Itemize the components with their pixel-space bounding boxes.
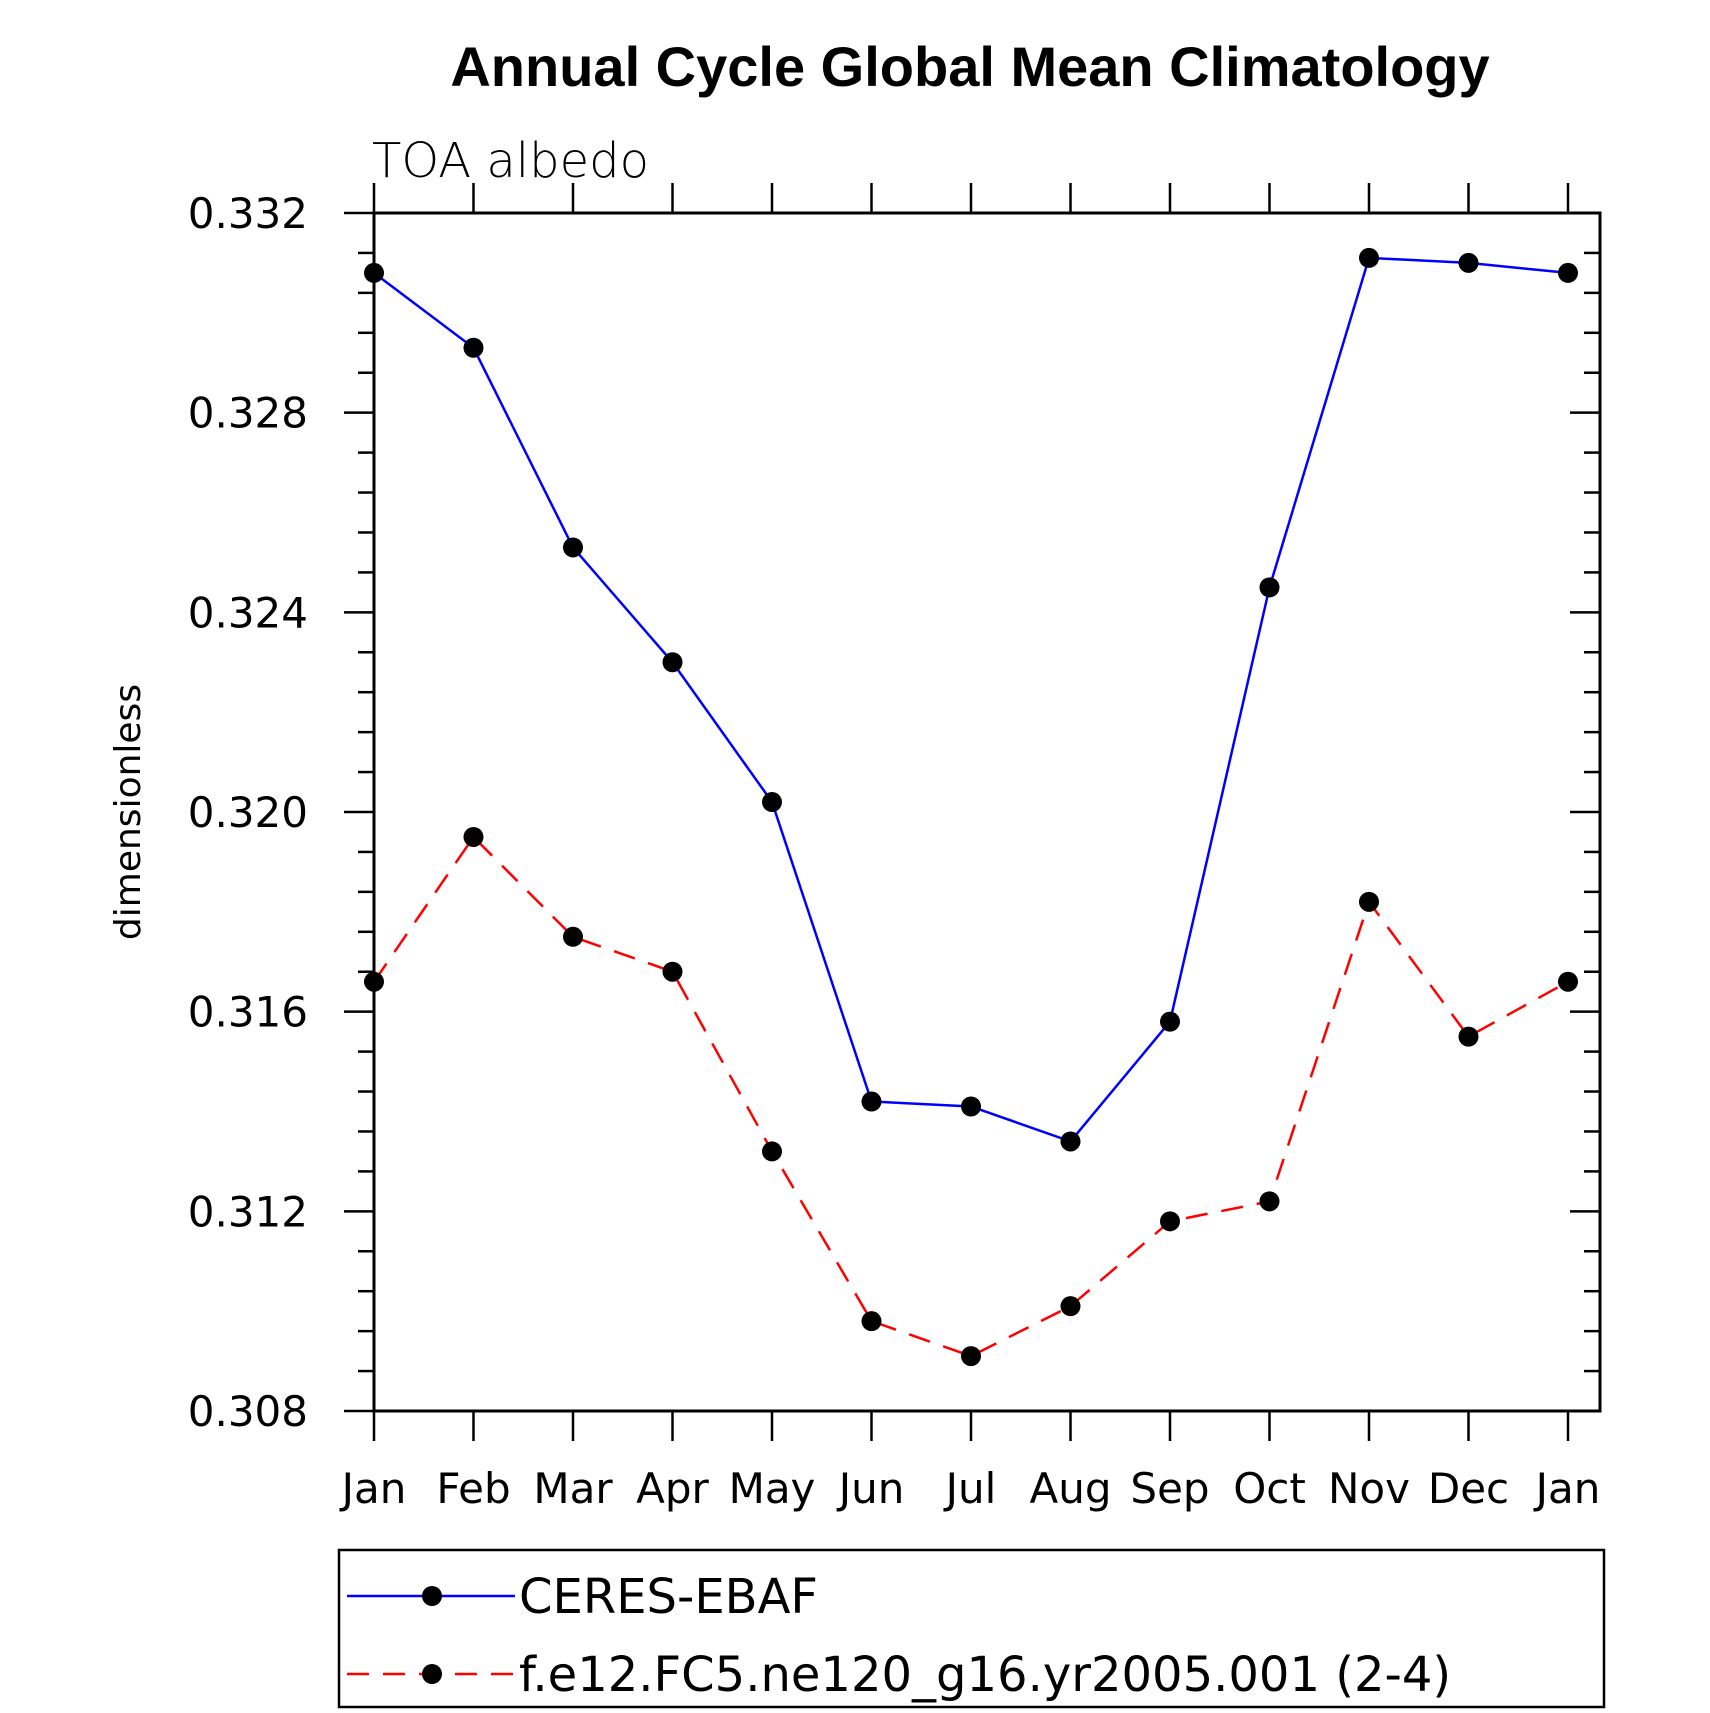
x-tick-label: Jul (943, 1464, 997, 1513)
x-tick-label: Sep (1130, 1464, 1209, 1513)
legend-label-1: CERES-EBAF (519, 1569, 818, 1625)
x-tick-label: Dec (1428, 1464, 1509, 1513)
x-tick-label: Jan (1533, 1464, 1601, 1513)
data-point-series-1 (1458, 252, 1479, 273)
legend-marker-2 (422, 1664, 442, 1684)
y-tick-label: 0.308 (188, 1387, 308, 1436)
data-point-series-2 (861, 1311, 882, 1332)
data-point-series-1 (1359, 247, 1379, 268)
x-tick-label: Nov (1328, 1464, 1410, 1513)
data-point-series-2 (1458, 1026, 1479, 1047)
y-tick-label: 0.332 (188, 189, 308, 238)
series-line-1 (373, 256, 1569, 1143)
data-point-series-1 (961, 1096, 981, 1117)
plot-area: 0.308 0.312 0.316 0.320 0.324 0.328 0.332 Jan Fe… (188, 183, 1602, 1513)
legend-label-2: f.e12.FC5.ne120_g16.yr2005.001 (2-4) (519, 1647, 1451, 1703)
y-tick-label: 0.324 (188, 588, 308, 637)
legend: CERES-EBAF f.e12.FC5.ne120_g16.yr2005.001… (337, 1548, 1606, 1709)
data-point-series-2 (961, 1346, 981, 1367)
x-tick-label: Feb (436, 1464, 510, 1513)
x-tick-label: Apr (636, 1464, 709, 1513)
x-tick-label: Mar (533, 1464, 613, 1513)
data-point-series-1 (563, 537, 583, 558)
data-point-series-1 (463, 337, 484, 358)
data-point-series-1 (1558, 262, 1578, 283)
data-point-series-1 (762, 792, 782, 813)
data-point-series-1 (1160, 1011, 1180, 1032)
data-point-series-2 (662, 961, 683, 982)
y-tick-label: 0.312 (188, 1187, 308, 1236)
data-point-series-1 (1060, 1131, 1081, 1152)
y-tick-label: 0.316 (188, 988, 308, 1037)
y-tick-label: 0.320 (188, 788, 308, 837)
plot-frame (372, 211, 1602, 1413)
data-point-series-1 (861, 1091, 882, 1112)
x-tick-label: Aug (1029, 1464, 1111, 1513)
data-point-series-2 (1359, 891, 1379, 912)
data-point-series-2 (463, 826, 484, 847)
y-tick-label: 0.328 (188, 389, 308, 438)
x-tick-label: Jan (339, 1464, 407, 1513)
data-point-series-2 (762, 1141, 782, 1162)
data-point-series-2 (364, 971, 384, 992)
data-point-series-1 (364, 262, 384, 283)
data-point-series-1 (662, 652, 683, 673)
y-axis-label: dimensionless (108, 684, 149, 940)
legend-marker-1 (422, 1586, 442, 1606)
x-tick-label: Jun (836, 1464, 905, 1513)
x-tick-label: May (729, 1464, 816, 1513)
legend-box (337, 1548, 1606, 1709)
data-point-series-2 (1060, 1296, 1081, 1317)
data-point-series-2 (563, 926, 583, 947)
chart-subtitle: TOA albedo (372, 133, 649, 189)
data-point-series-2 (1259, 1191, 1280, 1212)
x-tick-label: Oct (1233, 1464, 1306, 1513)
data-point-series-1 (1259, 577, 1280, 598)
data-point-series-2 (1160, 1211, 1180, 1232)
data-point-series-2 (1558, 971, 1578, 992)
chart-title: Annual Cycle Global Mean Climatology (450, 35, 1489, 98)
